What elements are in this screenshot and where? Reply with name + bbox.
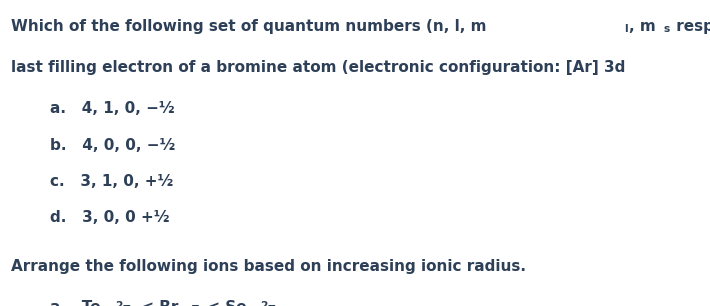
Text: a.   4, 1, 0, −½: a. 4, 1, 0, −½ bbox=[50, 101, 175, 116]
Text: 2−: 2− bbox=[115, 301, 131, 306]
Text: < Se: < Se bbox=[202, 300, 247, 306]
Text: l: l bbox=[624, 24, 628, 35]
Text: , m: , m bbox=[629, 19, 655, 34]
Text: c.   3, 1, 0, +½: c. 3, 1, 0, +½ bbox=[50, 174, 173, 189]
Text: s: s bbox=[663, 24, 670, 35]
Text: respectively) refers to the: respectively) refers to the bbox=[672, 19, 710, 34]
Text: d.   3, 0, 0 +½: d. 3, 0, 0 +½ bbox=[50, 210, 169, 225]
Text: b.   4, 0, 0, −½: b. 4, 0, 0, −½ bbox=[50, 138, 175, 153]
Text: −: − bbox=[191, 301, 200, 306]
Text: a.   Te: a. Te bbox=[50, 300, 100, 306]
Text: < Br: < Br bbox=[136, 300, 178, 306]
Text: Arrange the following ions based on increasing ionic radius.: Arrange the following ions based on incr… bbox=[11, 259, 525, 274]
Text: 2−: 2− bbox=[260, 301, 276, 306]
Text: last filling electron of a bromine atom (electronic configuration: [Ar] 3d: last filling electron of a bromine atom … bbox=[11, 60, 625, 75]
Text: Which of the following set of quantum numbers (n, l, m: Which of the following set of quantum nu… bbox=[11, 19, 486, 34]
